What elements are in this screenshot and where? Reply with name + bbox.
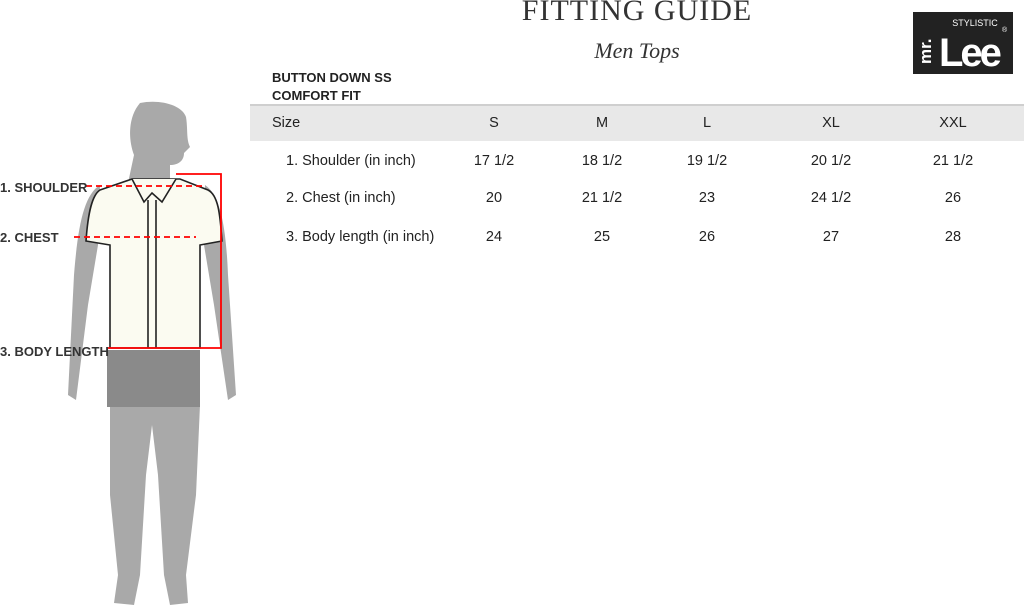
table-cell: 24 [485, 229, 503, 245]
row-label: 3. Body length (in inch) [286, 229, 435, 245]
table-cell: 28 [944, 229, 962, 245]
table-cell: 27 [822, 229, 840, 245]
table-cell: 19 1/2 [686, 153, 728, 169]
svg-text:Lee: Lee [939, 31, 1001, 74]
table-cell: 26 [944, 190, 962, 206]
shorts [107, 350, 200, 407]
label-body-length: 3. BODY LENGTH [0, 344, 109, 359]
page-subtitle: Men Tops [594, 38, 680, 63]
product-line-2: COMFORT FIT [272, 88, 361, 103]
size-col-xxl: XXL [939, 115, 967, 131]
table-cell: 20 [485, 190, 503, 206]
body-figure [0, 95, 250, 613]
size-col-s: S [489, 115, 499, 131]
svg-text:mr.: mr. [916, 38, 935, 64]
size-col-l: L [702, 115, 712, 131]
row-label: 2. Chest (in inch) [286, 190, 396, 206]
brand-logo: STYLISTIC mr. Lee ® [913, 12, 1013, 75]
page-title: FITTING GUIDE [521, 0, 753, 27]
table-cell: 25 [593, 229, 611, 245]
table-cell: 21 1/2 [581, 190, 623, 206]
svg-text:STYLISTIC: STYLISTIC [952, 18, 998, 28]
product-line-1: BUTTON DOWN SS [272, 70, 392, 85]
table-cell: 21 1/2 [932, 153, 974, 169]
table-header-band [250, 104, 1024, 141]
label-chest: 2. CHEST [0, 230, 59, 245]
table-cell: 17 1/2 [473, 153, 515, 169]
size-col-m: M [595, 115, 609, 131]
table-cell: 20 1/2 [810, 153, 852, 169]
svg-text:®: ® [1002, 26, 1008, 34]
row-label: 1. Shoulder (in inch) [286, 153, 416, 169]
table-cell: 26 [698, 229, 716, 245]
shirt [85, 178, 223, 349]
table-cell: 18 1/2 [581, 153, 623, 169]
product-name: BUTTON DOWN SS COMFORT FIT [272, 69, 392, 105]
table-cell: 23 [698, 190, 716, 206]
measure-lines [74, 173, 222, 349]
table-cell: 24 1/2 [810, 190, 852, 206]
size-header: Size [272, 115, 301, 131]
label-shoulder: 1. SHOULDER [0, 180, 88, 195]
size-col-xl: XL [822, 115, 840, 131]
